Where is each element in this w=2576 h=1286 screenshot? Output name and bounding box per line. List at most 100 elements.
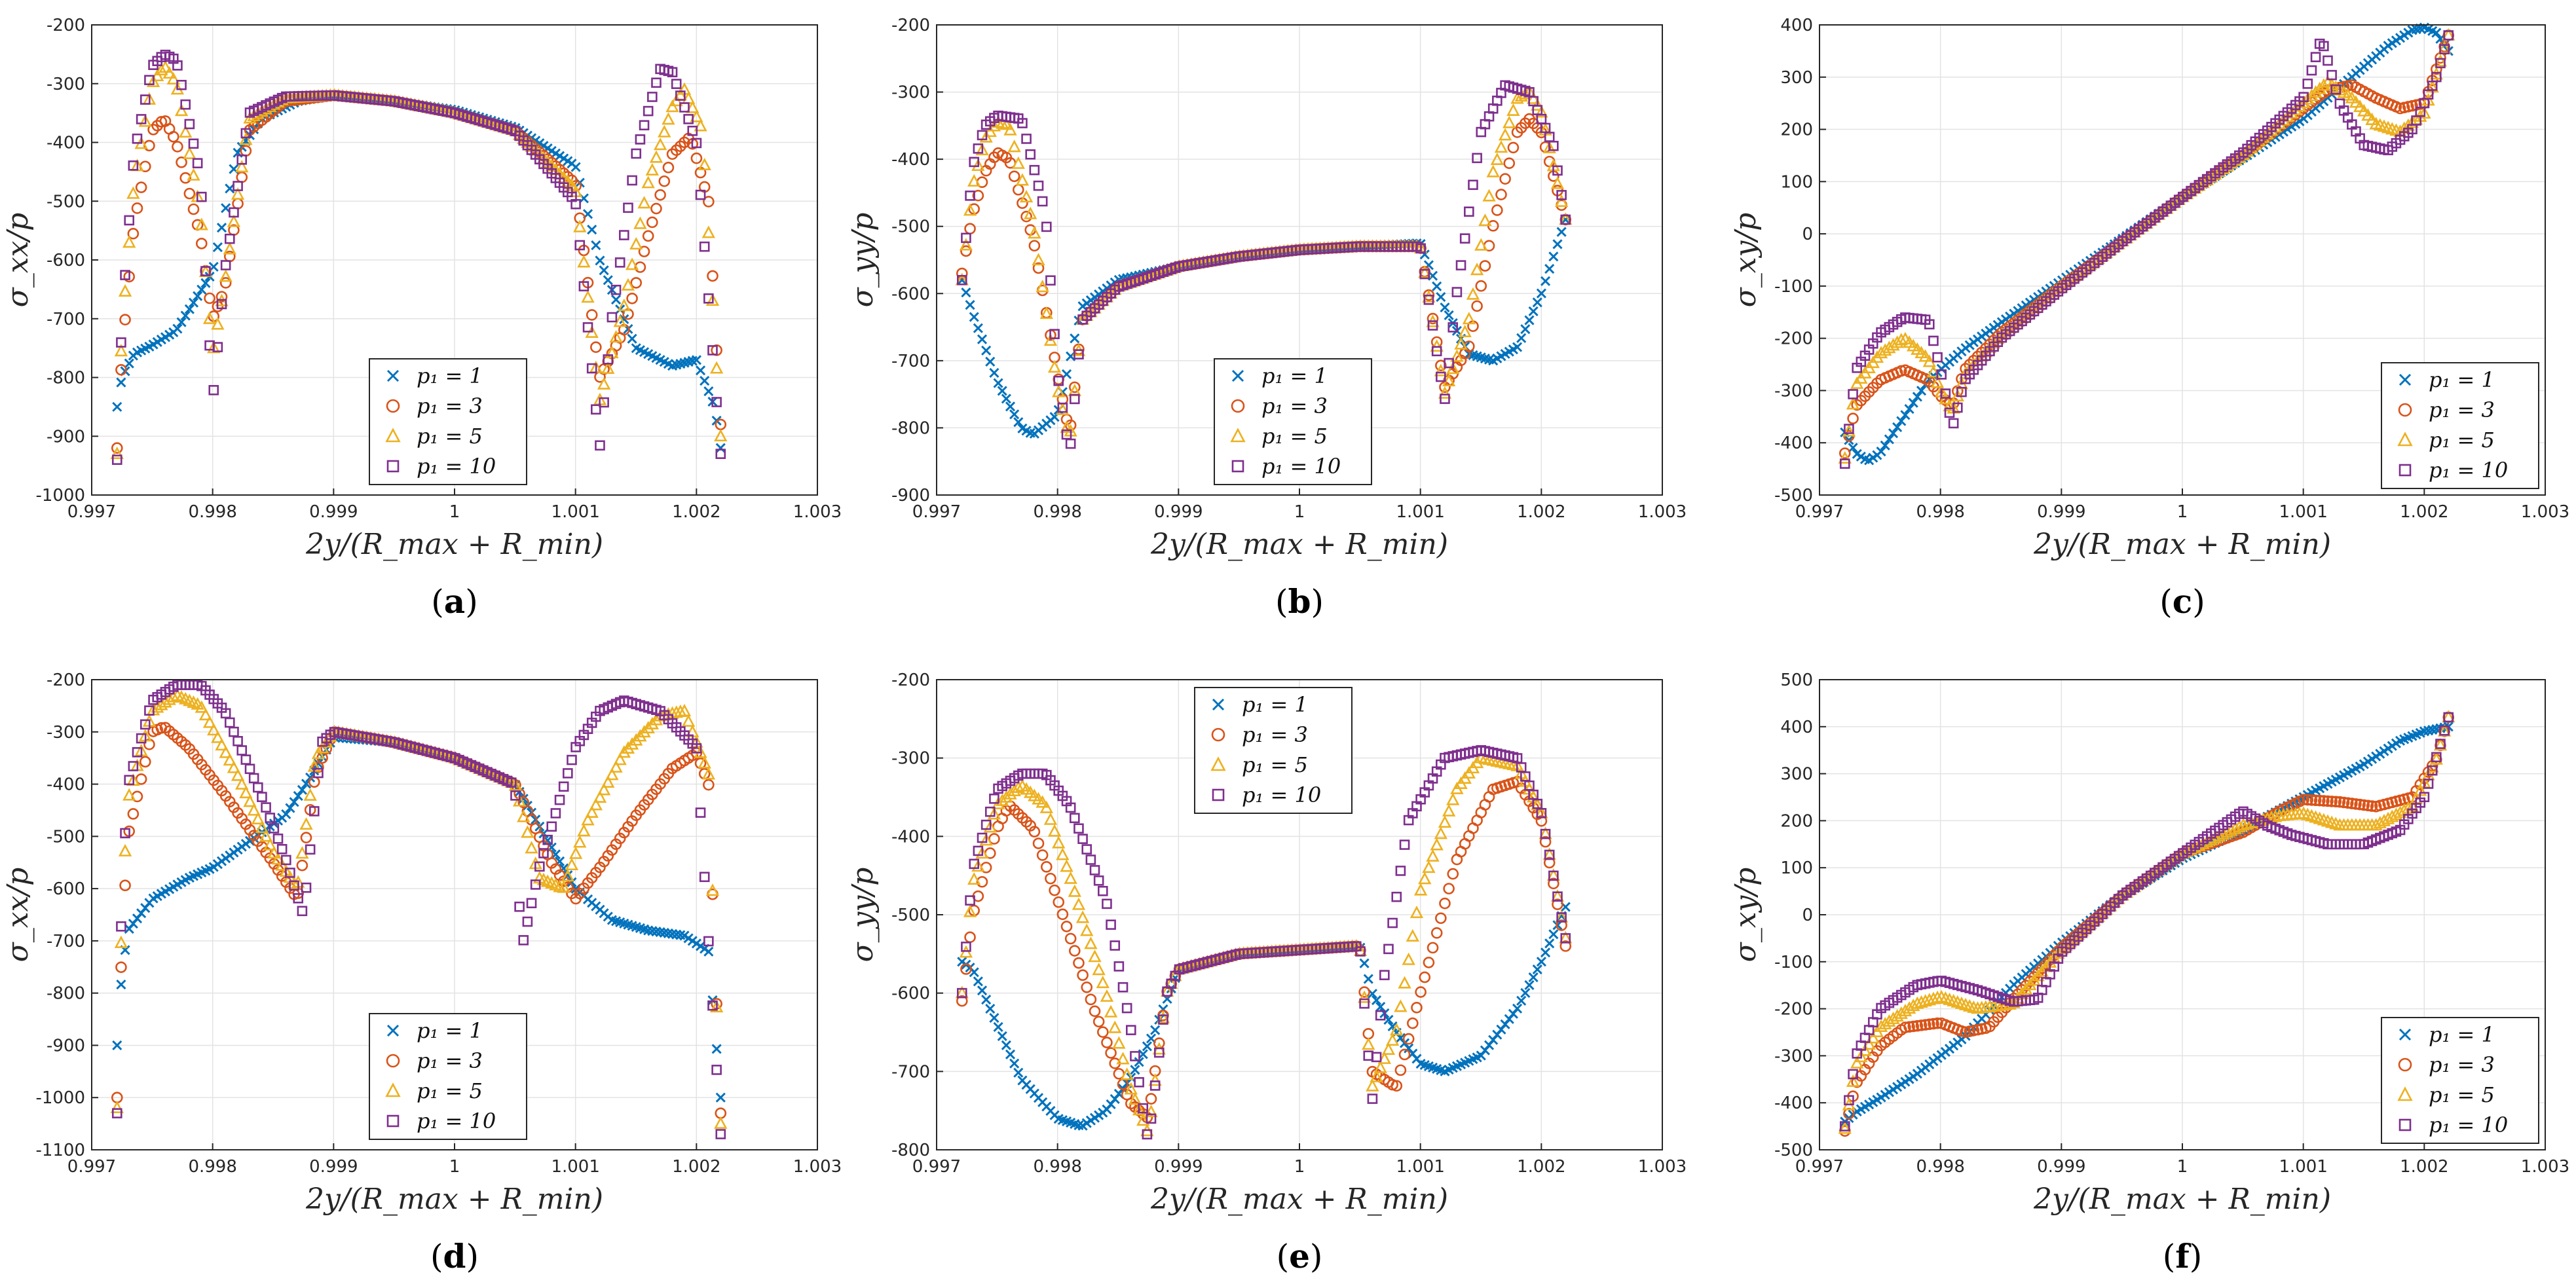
data-point <box>1394 999 1408 1012</box>
data-point <box>122 788 136 801</box>
legend-marker <box>1210 756 1226 771</box>
data-point <box>1475 280 1487 292</box>
x-tick-label: 0.999 <box>1154 1157 1203 1177</box>
data-point <box>204 292 215 304</box>
data-point <box>1398 1048 1411 1061</box>
data-point <box>172 141 183 153</box>
data-point <box>1120 1067 1134 1080</box>
data-point <box>2236 818 2250 831</box>
data-point <box>989 794 999 804</box>
data-point <box>251 811 265 824</box>
data-point <box>301 882 312 893</box>
data-point <box>1093 875 1104 886</box>
data-point <box>1499 173 1511 185</box>
data-point <box>1854 1050 1868 1063</box>
data-point <box>215 738 229 751</box>
data-point <box>1011 156 1025 169</box>
data-point <box>2322 795 2334 807</box>
legend-marker <box>2399 464 2412 477</box>
data-point <box>1032 837 1045 849</box>
data-point <box>1134 1057 1144 1067</box>
data-point <box>698 756 711 769</box>
data-point <box>1548 877 1559 890</box>
data-point <box>269 823 280 834</box>
legend-label: p₁ = 3 <box>417 394 483 418</box>
data-point <box>1960 1026 1971 1038</box>
y-tick-label: 300 <box>1780 765 1813 784</box>
y-tick-label: -500 <box>891 906 930 925</box>
data-point <box>2423 779 2434 789</box>
data-point <box>508 778 523 791</box>
data-point <box>1088 949 1102 963</box>
caption-close: ) <box>1311 583 1324 621</box>
data-point <box>1069 394 1080 405</box>
data-point <box>188 297 199 308</box>
data-point <box>259 829 273 842</box>
y-axis-label: σ_xx/p <box>1 213 35 308</box>
data-point <box>1948 418 1959 429</box>
data-point <box>1468 179 1478 191</box>
data-point <box>586 309 598 321</box>
data-point <box>239 786 253 799</box>
data-point <box>538 848 549 858</box>
data-point <box>172 60 183 71</box>
data-point <box>1081 982 1093 993</box>
y-tick-label: -900 <box>891 486 930 505</box>
data-point <box>1390 1023 1404 1036</box>
x-tick-label: 1.002 <box>2400 502 2448 522</box>
data-point <box>1413 883 1428 896</box>
data-point <box>1009 409 1020 420</box>
y-tick-label: -200 <box>891 16 930 35</box>
data-point <box>1101 1037 1113 1048</box>
data-point <box>124 358 134 369</box>
data-point <box>1439 897 1451 909</box>
data-point <box>1560 933 1571 944</box>
legend-label: p₁ = 5 <box>417 1078 483 1103</box>
data-point <box>1060 859 1073 872</box>
data-point <box>1440 394 1450 404</box>
data-point <box>110 446 124 459</box>
data-point <box>1144 1105 1158 1118</box>
data-point <box>1077 969 1089 982</box>
data-point <box>1512 342 1523 352</box>
data-point <box>261 802 271 813</box>
data-point <box>2437 41 2452 54</box>
series-p1-10 <box>956 80 1571 449</box>
data-point <box>1432 281 1442 291</box>
y-tick-label: 0 <box>1802 906 1813 925</box>
data-point <box>1542 141 1556 154</box>
data-point <box>1435 359 1447 372</box>
data-point <box>625 257 639 270</box>
data-point <box>1089 865 1100 875</box>
data-point <box>2309 794 2322 807</box>
data-point <box>1116 1052 1130 1065</box>
data-point <box>1047 360 1062 373</box>
data-point <box>715 449 726 459</box>
data-point <box>155 63 168 76</box>
data-point <box>1008 170 1020 183</box>
data-point <box>1150 1025 1161 1035</box>
data-point <box>1444 310 1454 321</box>
data-point <box>1375 1010 1386 1021</box>
data-point <box>965 191 975 201</box>
data-point <box>1862 1037 1876 1050</box>
data-point <box>569 846 583 859</box>
legend-marker <box>386 460 400 473</box>
data-point <box>988 833 1000 845</box>
y-tick-label: -300 <box>891 83 930 103</box>
data-point <box>619 230 629 240</box>
series-p1-10 <box>111 49 726 465</box>
data-point <box>1914 995 1928 1008</box>
data-point <box>1540 276 1551 286</box>
data-point <box>1918 349 1932 362</box>
data-point <box>229 207 239 218</box>
data-point <box>1516 333 1527 343</box>
data-point <box>1398 976 1411 989</box>
y-tick-label: -500 <box>47 192 85 211</box>
data-point <box>1539 836 1552 848</box>
data-point <box>683 114 694 124</box>
y-tick-label: -800 <box>47 984 85 1004</box>
x-tick-label: 1.001 <box>2279 1157 2327 1177</box>
y-tick-label: -300 <box>891 749 930 769</box>
data-point <box>1552 239 1563 249</box>
